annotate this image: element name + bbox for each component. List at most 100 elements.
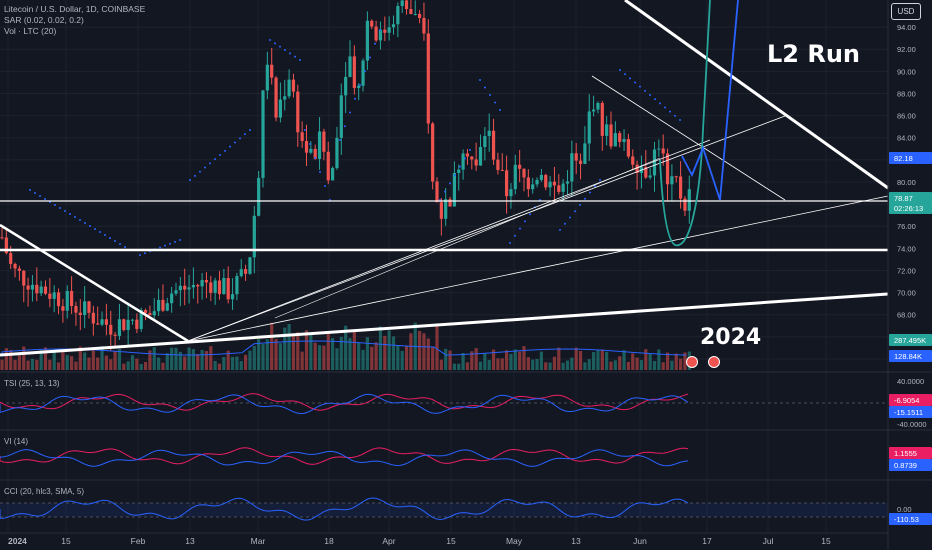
- sar-dot: [144, 252, 146, 255]
- candle-body: [83, 301, 87, 315]
- pane-title: VI (14): [4, 437, 28, 446]
- volume-bar: [65, 355, 69, 370]
- volume-bar: [143, 362, 148, 370]
- candle-body: [126, 319, 130, 331]
- projection-paths[interactable]: [659, 0, 739, 368]
- sar-dot: [304, 129, 306, 131]
- trend-drawings[interactable]: [0, 0, 889, 357]
- y-tick-label: 88.00: [897, 89, 916, 98]
- volume-bar: [370, 346, 374, 370]
- candle-body: [344, 76, 348, 96]
- volume-bar: [461, 353, 465, 370]
- volume-bar: [570, 357, 574, 370]
- volume-bar: [378, 326, 383, 370]
- volume-bar: [431, 347, 435, 370]
- volume-bar: [452, 363, 456, 370]
- value-tag-bg: [889, 459, 932, 471]
- volume-bar: [126, 361, 130, 370]
- sar-dot: [94, 228, 96, 230]
- candle-body: [561, 183, 565, 192]
- volume-bar: [404, 345, 409, 370]
- pane-title: TSI (25, 13, 13): [4, 379, 60, 388]
- volume-bar: [496, 358, 500, 370]
- sar-dot: [359, 84, 361, 86]
- x-tick-label: May: [506, 536, 523, 546]
- sar-dot: [564, 222, 566, 225]
- candle-body: [422, 17, 426, 34]
- volume-bar: [104, 355, 108, 370]
- candle-body: [87, 301, 91, 313]
- sar-dot: [459, 165, 461, 168]
- volume-bar: [4, 348, 8, 370]
- sar-legend[interactable]: SAR (0.02, 0.02, 0.2): [4, 15, 84, 25]
- sar-dot: [579, 204, 581, 206]
- time-axis: 2024 15 Feb 13 Mar 18 Apr 15 May 13 Jun 17 Jul 15: [0, 532, 888, 546]
- symbol-title[interactable]: Litecoin / U.S. Dollar, 1D, COINBASE: [4, 4, 146, 14]
- value-tag-bg: [889, 406, 932, 418]
- candle-body: [365, 20, 369, 61]
- volume-bar: [665, 352, 670, 370]
- volume-bar: [574, 347, 578, 370]
- candle-body: [300, 132, 304, 142]
- y-tick-label: 94.00: [897, 23, 916, 32]
- candle-body: [248, 257, 252, 274]
- candle-body: [48, 293, 52, 299]
- candle-body: [226, 277, 230, 300]
- candle-body: [230, 294, 235, 300]
- candle-body: [587, 111, 591, 144]
- candle-body: [317, 131, 322, 159]
- sar-dot: [324, 185, 326, 187]
- volume-bar: [178, 351, 182, 370]
- candle-body: [174, 290, 178, 294]
- sar-dot: [299, 59, 301, 61]
- sar-dot: [119, 243, 121, 245]
- sar-dot: [29, 189, 31, 191]
- x-tick-label: 15: [446, 536, 456, 546]
- volume-bar: [170, 347, 174, 370]
- volume-bar: [505, 350, 509, 370]
- candle-body: [600, 103, 604, 136]
- candle-body: [130, 319, 135, 321]
- volume-bar: [444, 348, 448, 370]
- sar-dot: [494, 101, 496, 104]
- candle-body: [222, 277, 226, 295]
- volume-bar: [96, 357, 100, 370]
- volume-bar: [9, 349, 13, 370]
- volume-bar: [387, 330, 391, 370]
- volume-legend[interactable]: Vol · LTC (20): [4, 26, 57, 36]
- volume-bar: [648, 353, 652, 370]
- volume-bar: [222, 356, 226, 370]
- candle-body: [244, 269, 248, 274]
- volume-bar: [622, 350, 626, 370]
- candle-body: [426, 33, 430, 124]
- candle-body: [304, 141, 309, 153]
- candle-body: [296, 91, 300, 133]
- candle-body: [152, 311, 156, 316]
- sar-dot: [39, 195, 41, 197]
- sar-dot: [279, 45, 281, 48]
- candle-body: [470, 156, 474, 160]
- pane-title: CCI (20, hlc3, SMA, 5): [4, 487, 84, 496]
- candle-body: [274, 77, 278, 118]
- volume-bar: [361, 349, 365, 370]
- candle-body: [418, 13, 422, 18]
- price-label-current-bg: [889, 192, 932, 214]
- currency-button[interactable]: USD: [891, 3, 921, 20]
- trendline-support-long: [0, 292, 889, 357]
- sar-dot: [454, 174, 456, 176]
- volume-bar: [17, 355, 21, 370]
- candle-body: [404, 0, 409, 10]
- volume-bar: [83, 352, 87, 370]
- candle-body: [0, 237, 4, 239]
- candle-body: [661, 148, 665, 154]
- candle-body: [618, 133, 622, 142]
- candle-body: [61, 306, 65, 311]
- sar-dot: [139, 254, 141, 256]
- volume-bar: [374, 342, 378, 370]
- projection-blue: [681, 0, 739, 201]
- candle-body: [339, 95, 343, 138]
- sar-dot: [309, 143, 311, 145]
- volume-bar: [61, 352, 65, 370]
- x-tick-label: 15: [821, 536, 831, 546]
